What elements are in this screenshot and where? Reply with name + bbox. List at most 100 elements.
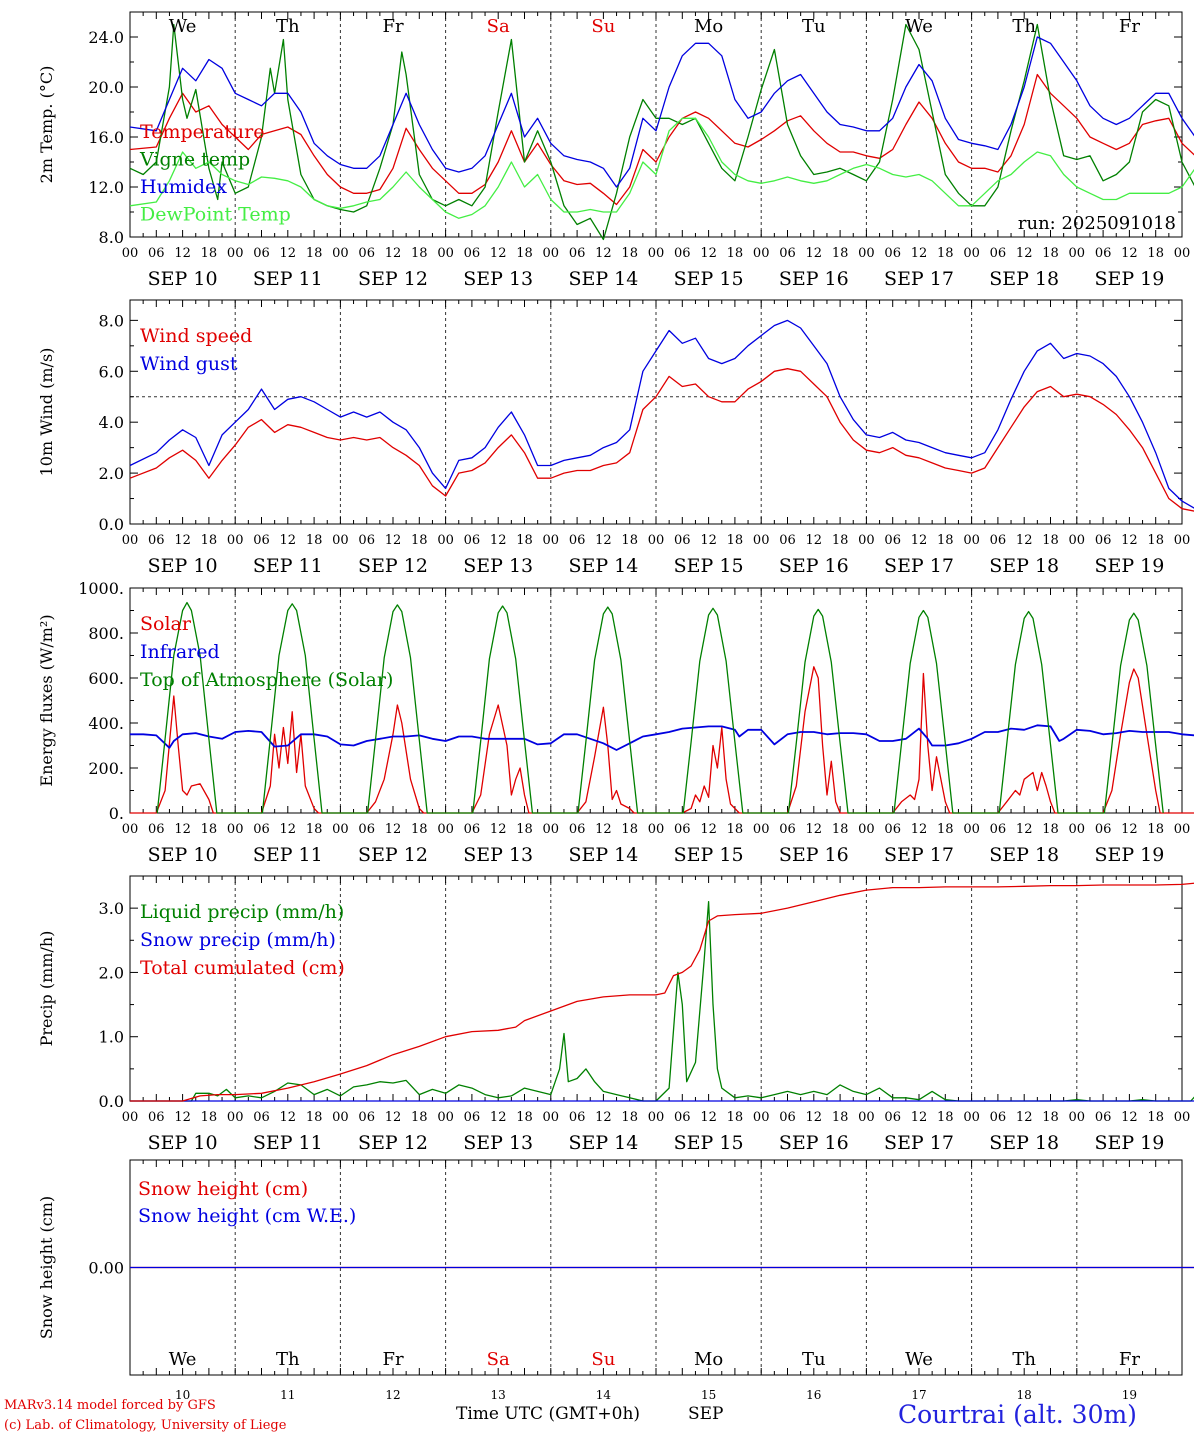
y-tick-label: 4.0 <box>99 413 124 432</box>
hour-tick-label: 12 <box>280 533 297 548</box>
y-tick-label: 0. <box>109 804 124 823</box>
hour-tick-label: 18 <box>832 246 849 261</box>
hour-tick-label: 06 <box>1095 822 1112 837</box>
hour-tick-label: 12 <box>490 822 507 837</box>
hour-tick-label: 18 <box>621 533 638 548</box>
hour-tick-label: 18 <box>411 1110 428 1125</box>
hour-tick-label: 00 <box>648 822 665 837</box>
hour-tick-label: 06 <box>1095 246 1112 261</box>
panel-frame-wind <box>129 299 1183 525</box>
series-line-top-of-atmosphere-solar- <box>156 601 1164 814</box>
hour-tick-label: 06 <box>253 533 270 548</box>
hour-tick-label: 00 <box>1069 822 1086 837</box>
hour-tick-label: 00 <box>1069 246 1086 261</box>
date-label: SEP 17 <box>884 268 954 290</box>
hour-tick-label: 18 <box>727 533 744 548</box>
hour-tick-label: 06 <box>990 246 1007 261</box>
hour-tick-label: 18 <box>1147 533 1164 548</box>
hour-tick-label: 12 <box>595 246 612 261</box>
hour-tick-label: 00 <box>858 533 875 548</box>
hour-tick-label: 00 <box>1174 822 1191 837</box>
hour-tick-label: 00 <box>963 246 980 261</box>
footer-model-line: MARv3.14 model forced by GFS <box>4 1398 216 1413</box>
hour-tick-label: 12 <box>174 246 191 261</box>
hour-tick-label: 12 <box>700 533 717 548</box>
day-number-label: 18 <box>1017 1388 1032 1402</box>
hour-tick-label: 00 <box>437 1110 454 1125</box>
weekday-label: Sa <box>487 16 510 37</box>
date-label: SEP 19 <box>1094 844 1164 866</box>
hour-tick-label: 12 <box>806 822 823 837</box>
hour-tick-label: 18 <box>832 533 849 548</box>
day-number-label: 13 <box>491 1388 506 1402</box>
hour-tick-label: 06 <box>674 822 691 837</box>
date-label: SEP 18 <box>989 555 1059 577</box>
weekday-label: Tu <box>802 16 826 37</box>
hour-tick-label: 06 <box>779 1110 796 1125</box>
hour-tick-label: 06 <box>253 246 270 261</box>
hour-tick-label: 06 <box>569 1110 586 1125</box>
hour-tick-label: 18 <box>1042 246 1059 261</box>
y-axis-title: Snow height (cm) <box>37 1196 56 1339</box>
hour-tick-label: 12 <box>806 246 823 261</box>
hour-tick-label: 00 <box>753 1110 770 1125</box>
hour-tick-label: 12 <box>911 822 928 837</box>
y-tick-label: 8.0 <box>99 228 124 247</box>
hour-tick-label: 00 <box>227 246 244 261</box>
hour-tick-label: 18 <box>1147 1110 1164 1125</box>
date-label: SEP 16 <box>779 555 849 577</box>
date-label: SEP 13 <box>463 555 533 577</box>
y-tick-label: 600. <box>88 669 124 688</box>
hour-tick-label: 06 <box>990 1110 1007 1125</box>
weekday-label: Th <box>276 1349 300 1370</box>
hour-tick-label: 18 <box>832 1110 849 1125</box>
series-line-solar <box>130 666 1194 814</box>
weekday-label: We <box>169 1349 197 1370</box>
hour-tick-label: 12 <box>1016 246 1033 261</box>
run-annotation: run: 2025091018 <box>1018 213 1176 234</box>
hour-tick-label: 00 <box>227 533 244 548</box>
date-label: SEP 12 <box>358 268 428 290</box>
hour-tick-label: 06 <box>148 822 165 837</box>
hour-tick-label: 18 <box>411 246 428 261</box>
y-axis-title: Precip (mm/h) <box>37 931 56 1047</box>
y-tick-label: 400. <box>88 714 124 733</box>
y-tick-label: 20.0 <box>88 78 124 97</box>
y-tick-label: 2.0 <box>99 464 124 483</box>
legend-entry: Snow precip (mm/h) <box>140 929 336 951</box>
hour-tick-label: 00 <box>753 533 770 548</box>
y-tick-label: 0.00 <box>88 1259 124 1278</box>
weekday-label: Fr <box>1119 1349 1140 1370</box>
hour-tick-label: 06 <box>674 533 691 548</box>
hour-tick-label: 18 <box>306 822 323 837</box>
hour-tick-label: 00 <box>543 533 560 548</box>
hour-tick-label: 18 <box>727 1110 744 1125</box>
hour-tick-label: 12 <box>385 822 402 837</box>
hour-tick-label: 12 <box>700 1110 717 1125</box>
hour-tick-label: 18 <box>621 1110 638 1125</box>
series-line-wind-gust <box>129 319 1194 509</box>
hour-tick-label: 12 <box>806 533 823 548</box>
hour-tick-label: 00 <box>332 822 349 837</box>
weekday-label: We <box>905 1349 933 1370</box>
hour-tick-label: 06 <box>464 1110 481 1125</box>
hour-tick-label: 18 <box>727 822 744 837</box>
weekday-label: Fr <box>382 1349 403 1370</box>
date-label: SEP 15 <box>674 1132 744 1154</box>
date-label: SEP 18 <box>989 268 1059 290</box>
hour-tick-label: 06 <box>990 822 1007 837</box>
hour-tick-label: 18 <box>516 1110 533 1125</box>
series-line-humidex <box>129 36 1194 188</box>
hour-tick-label: 18 <box>832 822 849 837</box>
date-label: SEP 15 <box>674 268 744 290</box>
day-number-label: 16 <box>806 1388 821 1402</box>
hour-tick-label: 00 <box>648 246 665 261</box>
date-label: SEP 12 <box>358 1132 428 1154</box>
y-tick-label: 8.0 <box>99 311 124 330</box>
hour-tick-label: 00 <box>437 822 454 837</box>
hour-tick-label: 00 <box>1174 246 1191 261</box>
hour-tick-label: 00 <box>122 822 139 837</box>
hour-tick-label: 12 <box>911 246 928 261</box>
date-label: SEP 10 <box>148 844 218 866</box>
